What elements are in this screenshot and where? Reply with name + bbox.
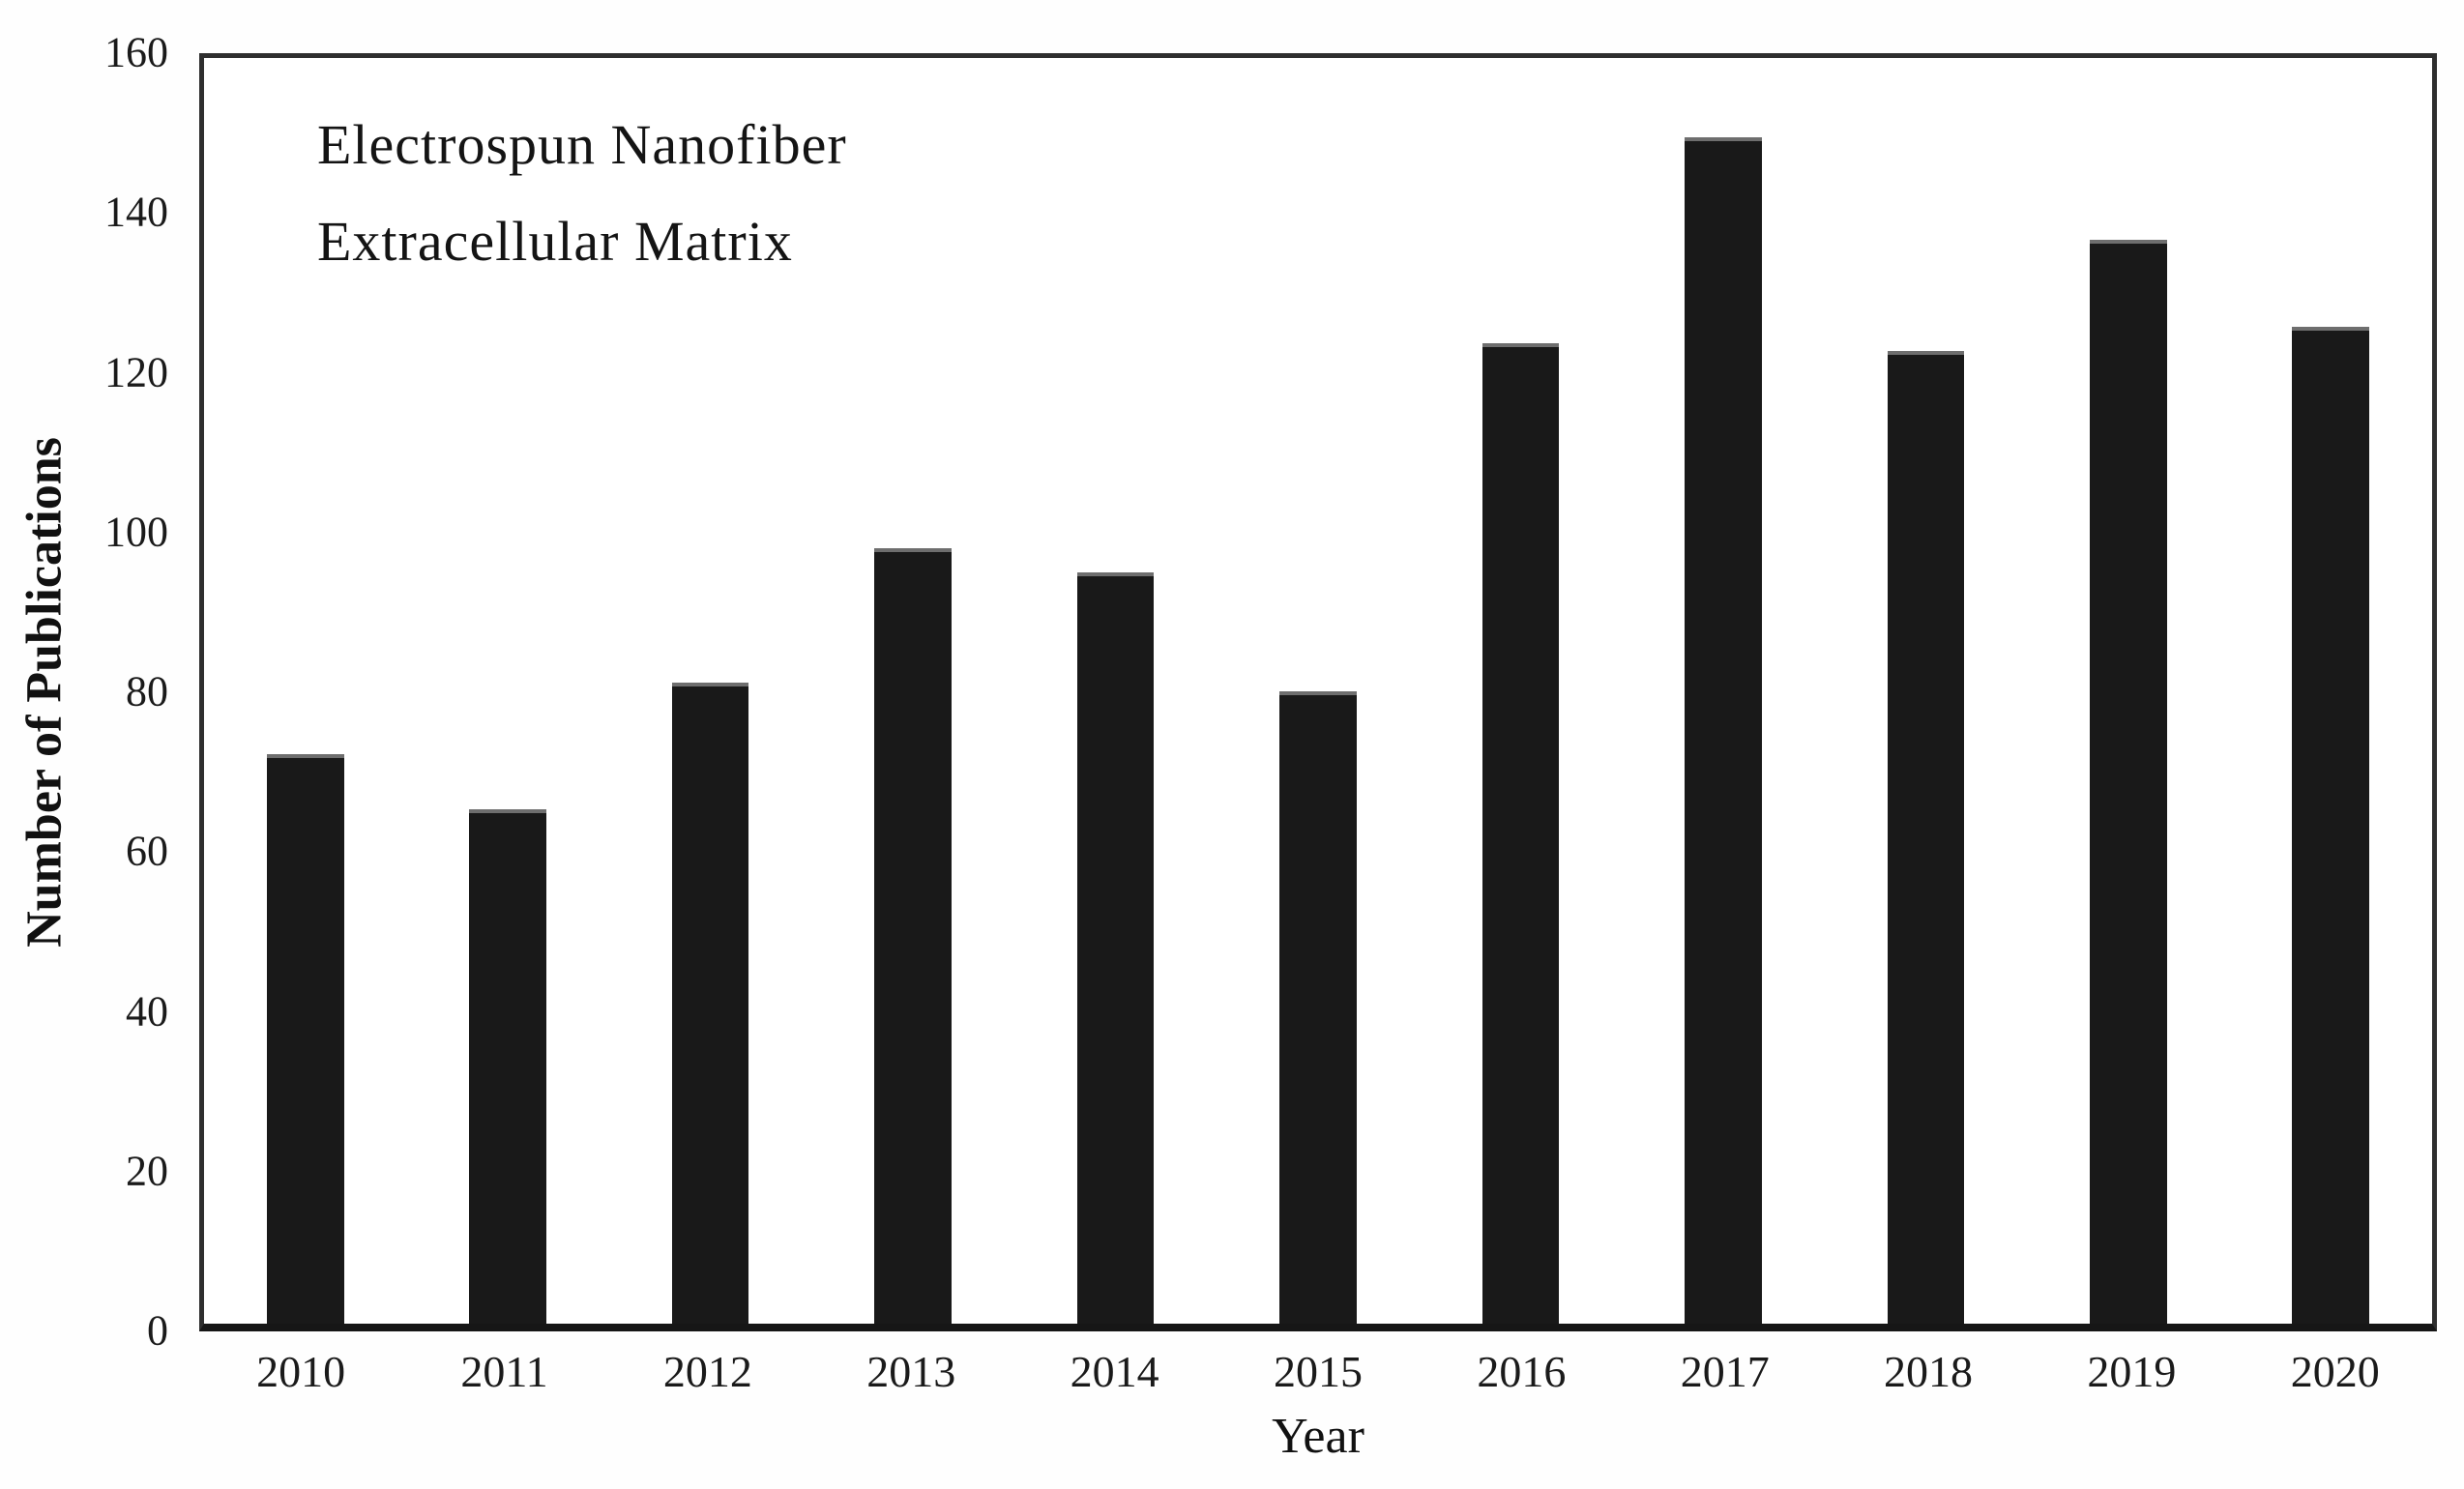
y-tick-label-160: 160 [104,28,168,76]
y-tick-label-80: 80 [126,667,168,715]
bar-2010 [266,753,344,1324]
x-tick-label-2014: 2014 [1070,1347,1159,1396]
bar-2011 [469,809,546,1324]
y-tick-label-0: 0 [147,1306,168,1355]
x-tick-label-2019: 2019 [2087,1347,2177,1396]
y-tick-label-120: 120 [104,347,168,395]
bar-slot-2015 [1217,58,1419,1324]
bar-slot-2014 [1014,58,1217,1324]
x-tick-label-2016: 2016 [1477,1347,1567,1396]
bar-2016 [1481,342,1560,1324]
bar-slot-2013 [811,58,1013,1324]
x-tick-label-2012: 2012 [662,1347,752,1396]
bar-slot-2010 [204,58,406,1324]
bar-slot-2016 [1420,58,1622,1324]
annotation-text: Electrospun Nanofiber Extracellular Matr… [317,97,847,290]
y-tick-label-140: 140 [104,188,168,236]
plot-area: Electrospun Nanofiber Extracellular Matr… [199,53,2437,1331]
y-tick-label-20: 20 [126,1147,168,1195]
bar-2020 [2292,327,2370,1324]
annotation-line-2: Extracellular Matrix [317,210,793,273]
x-axis-title: Year [1272,1409,1364,1464]
bar-slot-2020 [2230,58,2432,1324]
bar-2015 [1279,690,1357,1324]
y-tick-label-60: 60 [126,827,168,875]
x-tick-label-2010: 2010 [256,1347,346,1396]
y-tick-label-100: 100 [104,508,168,556]
bar-2018 [1887,350,1965,1324]
x-tick-label-2011: 2011 [460,1347,548,1396]
y-tick-label-40: 40 [126,986,168,1035]
x-tick-labels: 2010 2011 2012 2013 2014 2015 2016 2017 2018 2019… [199,1346,2437,1397]
bar-slot-2017 [1622,58,1824,1324]
bars [204,58,2432,1324]
annotation-line-1: Electrospun Nanofiber [317,113,847,176]
bar-slot-2012 [609,58,811,1324]
x-tick-label-2018: 2018 [1884,1347,1974,1396]
bar-2013 [874,548,952,1324]
bar-2017 [1685,136,1762,1324]
bar-2019 [2090,240,2167,1324]
bar-slot-2019 [2027,58,2229,1324]
x-tick-label-2015: 2015 [1273,1347,1363,1396]
x-tick-label-2017: 2017 [1680,1347,1770,1396]
bar-2014 [1076,571,1155,1324]
bar-slot-2011 [406,58,608,1324]
y-tick-labels: 0 20 40 60 80 100 120 140 160 [0,28,182,1354]
bar-2012 [671,683,749,1324]
bar-slot-2018 [1825,58,2027,1324]
x-tick-label-2013: 2013 [866,1347,956,1396]
x-tick-label-2020: 2020 [2290,1347,2380,1396]
